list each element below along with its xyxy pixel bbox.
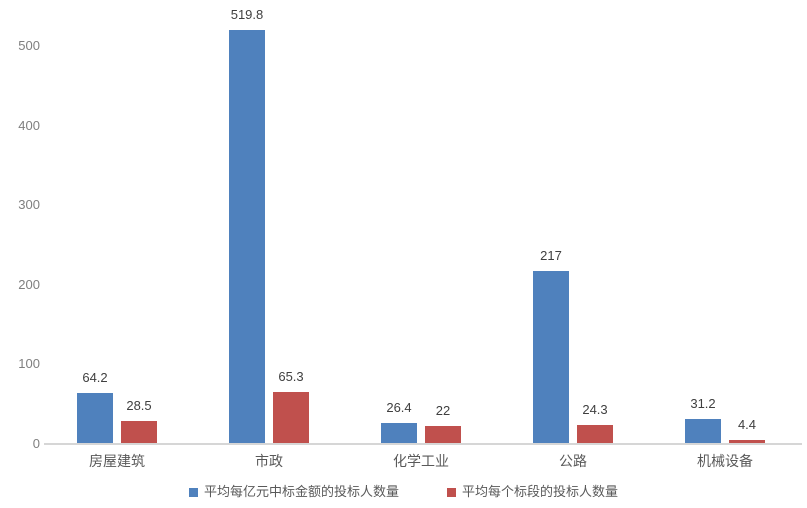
x-axis-line [44,443,802,445]
series1-bar-机械设备 [685,419,721,444]
data-label-series2-公路: 24.3 [582,401,608,417]
data-label-series1-市政: 519.8 [230,7,264,23]
series1-bar-公路 [533,271,569,444]
series2-bar-机械设备 [729,440,765,444]
series1-bar-化学工业 [381,422,417,444]
data-label-series1-化学工业: 26.4 [386,399,412,415]
category-label-市政: 市政 [255,453,283,469]
legend-item-series1: 平均每亿元中标金额的投标人数量 [188,484,399,500]
legend-label-series1: 平均每亿元中标金额的投标人数量 [203,484,399,499]
data-label-series2-市政: 65.3 [278,369,304,385]
category-label-房屋建筑: 房屋建筑 [89,453,145,469]
series2-bar-市政 [273,392,309,444]
y-axis-tick-label: 500 [18,38,40,53]
y-axis-tick-label: 200 [18,276,40,292]
legend-swatch-series2 [447,487,456,497]
series2-bar-化学工业 [425,426,461,444]
data-label-series2-机械设备: 4.4 [737,417,757,433]
category-label-公路: 公路 [559,453,587,469]
y-axis-tick-label: 400 [18,117,40,133]
legend-swatch-series1 [188,487,198,497]
y-axis-tick-label: 300 [18,197,40,213]
data-label-series2-化学工业: 22 [435,403,451,419]
data-label-series1-房屋建筑: 64.2 [82,369,108,385]
series2-bar-房屋建筑 [121,421,157,444]
data-label-series1-机械设备: 31.2 [690,396,716,412]
series1-bar-房屋建筑 [77,392,113,444]
legend: 平均每亿元中标金额的投标人数量 平均每个标段的投标人数量 [0,484,807,500]
category-label-机械设备: 机械设备 [697,453,753,469]
series2-bar-公路 [577,424,613,444]
legend-label-series2: 平均每个标段的投标人数量 [462,484,619,499]
series1-bar-市政 [229,30,265,444]
y-axis-tick-label: 0 [32,436,40,451]
category-label-化学工业: 化学工业 [393,453,449,469]
y-axis-tick-label: 100 [18,356,40,372]
data-label-series2-房屋建筑: 28.5 [126,398,152,414]
data-label-series1-公路: 217 [540,248,562,264]
legend-item-series2: 平均每个标段的投标人数量 [447,484,618,500]
